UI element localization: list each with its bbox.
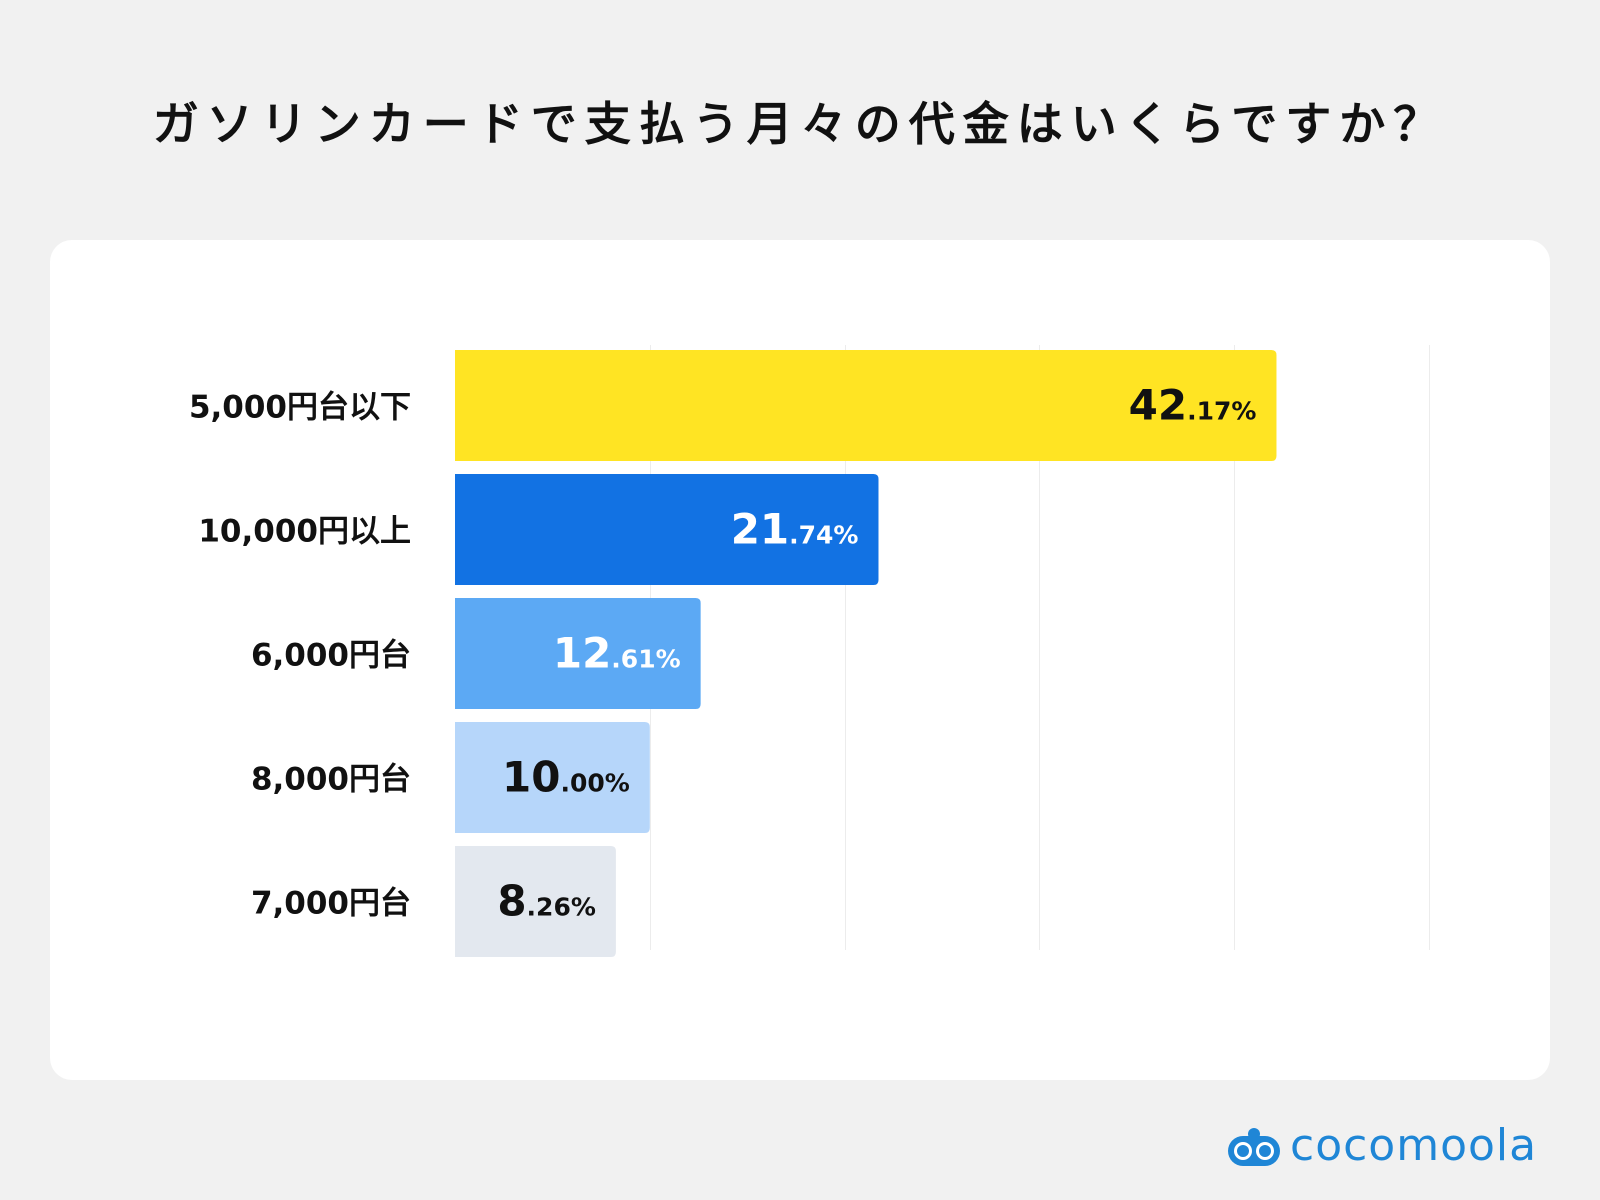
value-label-4: 10.00% (502, 753, 630, 802)
value-label-int-4: 10 (502, 753, 560, 802)
value-label-int-3: 12 (553, 629, 611, 678)
value-label-5: 8.26% (497, 877, 596, 926)
value-label-dec-2: .74% (789, 521, 858, 550)
cocomoola-logo-icon (1228, 1128, 1280, 1166)
bar-5 (455, 846, 616, 957)
value-label-2: 21.74% (731, 505, 859, 554)
bars (455, 350, 1277, 957)
brand-logo: cocomoola (1226, 1118, 1552, 1174)
category-label-2: 10,000円以上 (198, 514, 411, 550)
value-label-1: 42.17% (1129, 381, 1257, 430)
bar-3 (455, 598, 701, 709)
chart-title: ガソリンカードで支払う月々の代金はいくらですか？ (152, 97, 1448, 151)
bar-1 (455, 350, 1277, 461)
category-label-4: 8,000円台 (251, 762, 411, 798)
value-label-3: 12.61% (553, 629, 681, 678)
bar-4 (455, 722, 650, 833)
category-label-1: 5,000円台以下 (189, 390, 411, 426)
value-label-dec-5: .26% (527, 893, 596, 922)
value-labels: 42.17% 21.74% 12.61% 10.00% 8.26% (497, 381, 1256, 926)
value-label-dec-4: .00% (560, 769, 629, 798)
brand-name: cocomoola (1290, 1120, 1538, 1171)
category-labels: 5,000円台以下 10,000円以上 6,000円台 8,000円台 7,000円台 (189, 390, 411, 922)
value-label-int-2: 21 (731, 505, 789, 554)
bar-2 (455, 474, 879, 585)
value-label-dec-3: .61% (611, 645, 680, 674)
value-label-dec-1: .17% (1187, 397, 1256, 426)
bar-chart: 5,000円台以下10,000円以上6,000円台8,000円台7,000円台 … (189, 345, 1430, 957)
category-label-3: 6,000円台 (251, 638, 411, 674)
value-label-int-5: 8 (497, 877, 526, 926)
chart-card: 5,000円台以下 10,000円以上 6,000円台 8,000円台 7,000円台 … (50, 240, 1550, 1080)
category-label-5: 7,000円台 (251, 886, 411, 922)
value-label-int-1: 42 (1129, 381, 1187, 430)
